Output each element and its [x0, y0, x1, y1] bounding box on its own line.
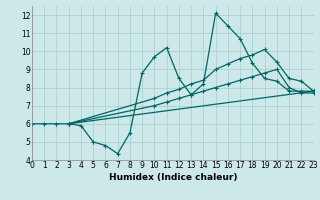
X-axis label: Humidex (Indice chaleur): Humidex (Indice chaleur)	[108, 173, 237, 182]
